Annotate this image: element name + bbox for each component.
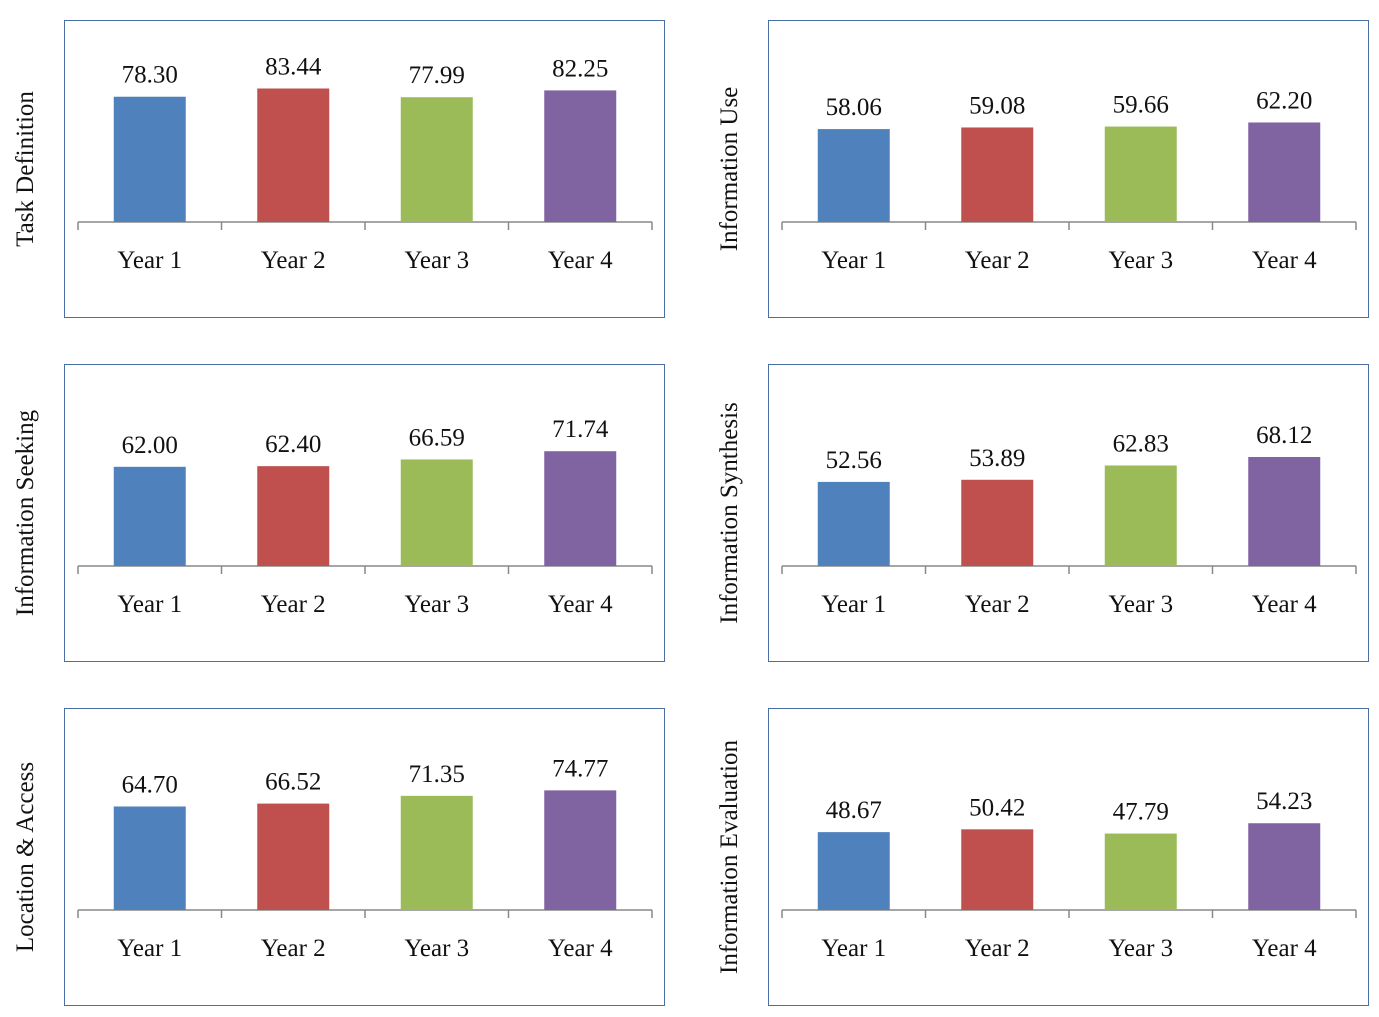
bar-year-2 [961, 127, 1034, 222]
data-label: 64.70 [122, 771, 178, 798]
x-tick-label: Year 4 [548, 591, 613, 618]
x-tick-label: Year 1 [821, 935, 886, 962]
chart-panel-task-definition: Task Definition 78.30 Year 1 83.44 Year 2 77… [2, 0, 682, 318]
x-tick-label: Year 3 [404, 591, 469, 618]
bar-year-2 [257, 803, 330, 910]
data-label: 71.35 [409, 761, 465, 788]
bar-year-3 [1104, 833, 1177, 910]
x-tick-label: Year 4 [548, 247, 613, 274]
bar-year-4 [544, 90, 617, 223]
data-label: 50.42 [969, 794, 1025, 821]
bar-year-1 [113, 466, 186, 566]
data-label: 78.30 [122, 62, 178, 89]
x-tick-label: Year 2 [261, 247, 326, 274]
data-label: 53.89 [969, 445, 1025, 472]
bar-chart-plot: 58.06 Year 1 59.08 Year 2 59.66 Year 3 62.20 Ye… [781, 87, 1357, 274]
bar-year-1 [817, 481, 890, 566]
x-tick-label: Year 2 [965, 935, 1030, 962]
bar-year-4 [1248, 457, 1321, 566]
bar-year-2 [257, 466, 330, 566]
chart-panel-information-use: Information Use 58.06 Year 1 59.08 Year 2 59… [706, 0, 1379, 318]
bar-year-3 [1104, 126, 1177, 222]
data-label: 74.77 [552, 755, 608, 782]
y-axis-label: Information Evaluation [716, 740, 743, 974]
data-label: 62.00 [122, 432, 178, 459]
x-tick-label: Year 4 [1252, 591, 1317, 618]
bar-year-1 [113, 96, 186, 222]
x-tick-label: Year 2 [965, 591, 1030, 618]
y-axis-label: Task Definition [12, 91, 39, 247]
bar-chart-plot: 64.70 Year 1 66.52 Year 2 71.35 Year 3 74.77 Ye… [77, 755, 653, 962]
data-label: 82.25 [552, 55, 608, 82]
bar-year-3 [400, 97, 473, 222]
chart-panel-location-access: Location & Access 64.70 Year 1 66.52 Year 2… [2, 688, 682, 1006]
bar-chart-plot: 62.00 Year 1 62.40 Year 2 66.59 Year 3 71.74 Ye… [77, 416, 653, 618]
bar-year-1 [817, 129, 890, 222]
data-label: 62.20 [1256, 87, 1312, 114]
data-label: 62.83 [1113, 430, 1169, 457]
bar-year-2 [961, 479, 1034, 566]
x-tick-label: Year 4 [1252, 935, 1317, 962]
x-tick-label: Year 2 [261, 935, 326, 962]
data-label: 52.56 [826, 447, 882, 474]
x-tick-label: Year 2 [965, 247, 1030, 274]
data-label: 62.40 [265, 431, 321, 458]
x-tick-label: Year 1 [117, 247, 182, 274]
x-tick-label: Year 3 [404, 935, 469, 962]
y-axis-label: Information Synthesis [716, 402, 743, 624]
data-label: 66.59 [409, 424, 465, 451]
bar-chart-plot: 78.30 Year 1 83.44 Year 2 77.99 Year 3 82.25 Ye… [77, 53, 653, 274]
bar-year-3 [400, 459, 473, 566]
x-tick-label: Year 3 [404, 247, 469, 274]
x-tick-label: Year 4 [548, 935, 613, 962]
data-label: 71.74 [552, 416, 609, 443]
bar-year-3 [1104, 465, 1177, 566]
bar-year-4 [1248, 122, 1321, 222]
chart-panel-information-seeking: Information Seeking 62.00 Year 1 62.40 Year… [2, 344, 682, 662]
bar-year-1 [113, 806, 186, 910]
bar-year-2 [257, 88, 330, 222]
x-tick-label: Year 3 [1108, 935, 1173, 962]
data-label: 58.06 [826, 94, 882, 121]
bar-year-4 [544, 790, 617, 910]
x-tick-label: Year 1 [821, 591, 886, 618]
bar-year-1 [817, 832, 890, 910]
x-tick-label: Year 1 [821, 247, 886, 274]
data-label: 54.23 [1256, 788, 1312, 815]
data-label: 47.79 [1113, 799, 1169, 826]
bar-chart-plot: 48.67 Year 1 50.42 Year 2 47.79 Year 3 54.23 Ye… [781, 788, 1357, 962]
y-axis-label: Location & Access [12, 761, 39, 953]
bar-year-4 [544, 451, 617, 566]
data-label: 77.99 [409, 62, 465, 89]
data-label: 68.12 [1256, 422, 1312, 449]
x-tick-label: Year 1 [117, 591, 182, 618]
y-axis-label: Information Use [716, 86, 743, 252]
x-tick-label: Year 3 [1108, 591, 1173, 618]
x-tick-label: Year 2 [261, 591, 326, 618]
bar-year-4 [1248, 823, 1321, 910]
chart-panel-information-evaluation: Information Evaluation 48.67 Year 1 50.42 Y… [706, 688, 1379, 1006]
data-label: 83.44 [265, 53, 322, 80]
bar-chart-plot: 52.56 Year 1 53.89 Year 2 62.83 Year 3 68.12 Ye… [781, 422, 1357, 618]
chart-panel-information-synthesis: Information Synthesis 52.56 Year 1 53.89 Ye… [706, 344, 1379, 662]
bar-year-3 [400, 795, 473, 910]
x-tick-label: Year 4 [1252, 247, 1317, 274]
y-axis-label: Information Seeking [12, 409, 39, 617]
data-label: 66.52 [265, 769, 321, 796]
data-label: 48.67 [826, 797, 882, 824]
data-label: 59.08 [969, 92, 1025, 119]
x-tick-label: Year 1 [117, 935, 182, 962]
data-label: 59.66 [1113, 92, 1169, 119]
x-tick-label: Year 3 [1108, 247, 1173, 274]
bar-year-2 [961, 829, 1034, 910]
